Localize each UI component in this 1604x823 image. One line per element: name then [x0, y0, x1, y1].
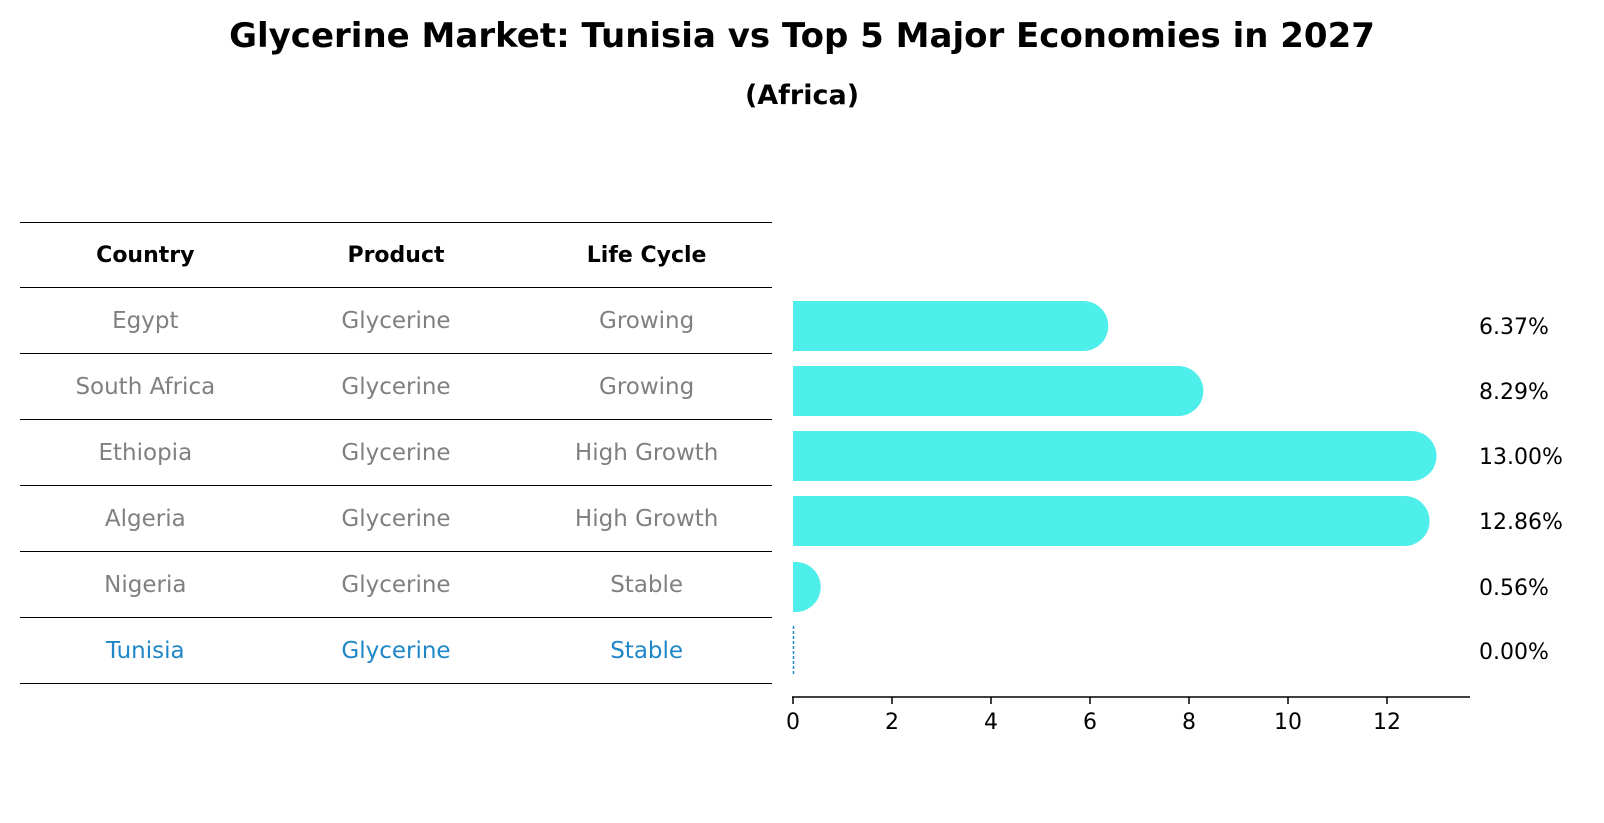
x-tick-label: 10 [1274, 710, 1302, 735]
country-cell: South Africa [75, 373, 216, 400]
product-cell: Glycerine [341, 373, 451, 400]
bar-value-label: 12.86% [1479, 510, 1563, 535]
x-tick-label: 4 [984, 710, 998, 735]
x-tick-label: 0 [786, 710, 800, 735]
chart-title: Glycerine Market: Tunisia vs Top 5 Major… [229, 16, 1375, 56]
table-row: Egypt Glycerine Growing [20, 288, 772, 354]
life-cycle-cell: Stable [610, 637, 684, 664]
x-tick-label: 12 [1373, 710, 1401, 735]
country-cell: Algeria [104, 505, 186, 532]
bar [793, 301, 1109, 351]
bar-value-label: 0.56% [1479, 576, 1549, 601]
column-header-product: Product [347, 242, 445, 268]
bar [793, 431, 1437, 481]
bar-value-label: 13.00% [1479, 445, 1563, 470]
product-cell: Glycerine [341, 505, 451, 532]
bar [793, 562, 821, 612]
country-table: Country Product Life Cycle Egypt Glyceri… [20, 222, 772, 684]
chart-subtitle: (Africa) [744, 80, 860, 111]
x-tick-label: 6 [1083, 710, 1097, 735]
country-cell: Nigeria [104, 571, 187, 598]
life-cycle-cell: High Growth [574, 439, 719, 466]
product-cell: Glycerine [341, 439, 451, 466]
bar-value-label: 6.37% [1479, 315, 1549, 340]
column-header-life-cycle: Life Cycle [586, 242, 707, 268]
life-cycle-cell: Growing [599, 307, 695, 334]
country-cell: Ethiopia [98, 439, 193, 466]
bar [793, 366, 1204, 416]
product-cell: Glycerine [341, 307, 451, 334]
product-cell: Glycerine [341, 637, 451, 664]
table-row: Algeria Glycerine High Growth [20, 486, 772, 552]
table-row: Ethiopia Glycerine High Growth [20, 420, 772, 486]
x-tick-label: 8 [1182, 710, 1196, 735]
table-header-row: Country Product Life Cycle [20, 222, 772, 288]
table-row: South Africa Glycerine Growing [20, 354, 772, 420]
column-header-country: Country [96, 242, 195, 268]
x-tick-label: 2 [885, 710, 899, 735]
life-cycle-cell: Growing [599, 373, 695, 400]
bar-value-label: 8.29% [1479, 380, 1549, 405]
life-cycle-cell: High Growth [574, 505, 719, 532]
country-cell: Tunisia [106, 637, 185, 664]
table-row: Nigeria Glycerine Stable [20, 552, 772, 618]
bar [793, 496, 1430, 546]
life-cycle-cell: Stable [610, 571, 684, 598]
country-cell: Egypt [112, 307, 179, 334]
table-row-highlight: Tunisia Glycerine Stable [20, 618, 772, 684]
product-cell: Glycerine [341, 571, 451, 598]
bar-value-label: 0.00% [1479, 640, 1549, 665]
